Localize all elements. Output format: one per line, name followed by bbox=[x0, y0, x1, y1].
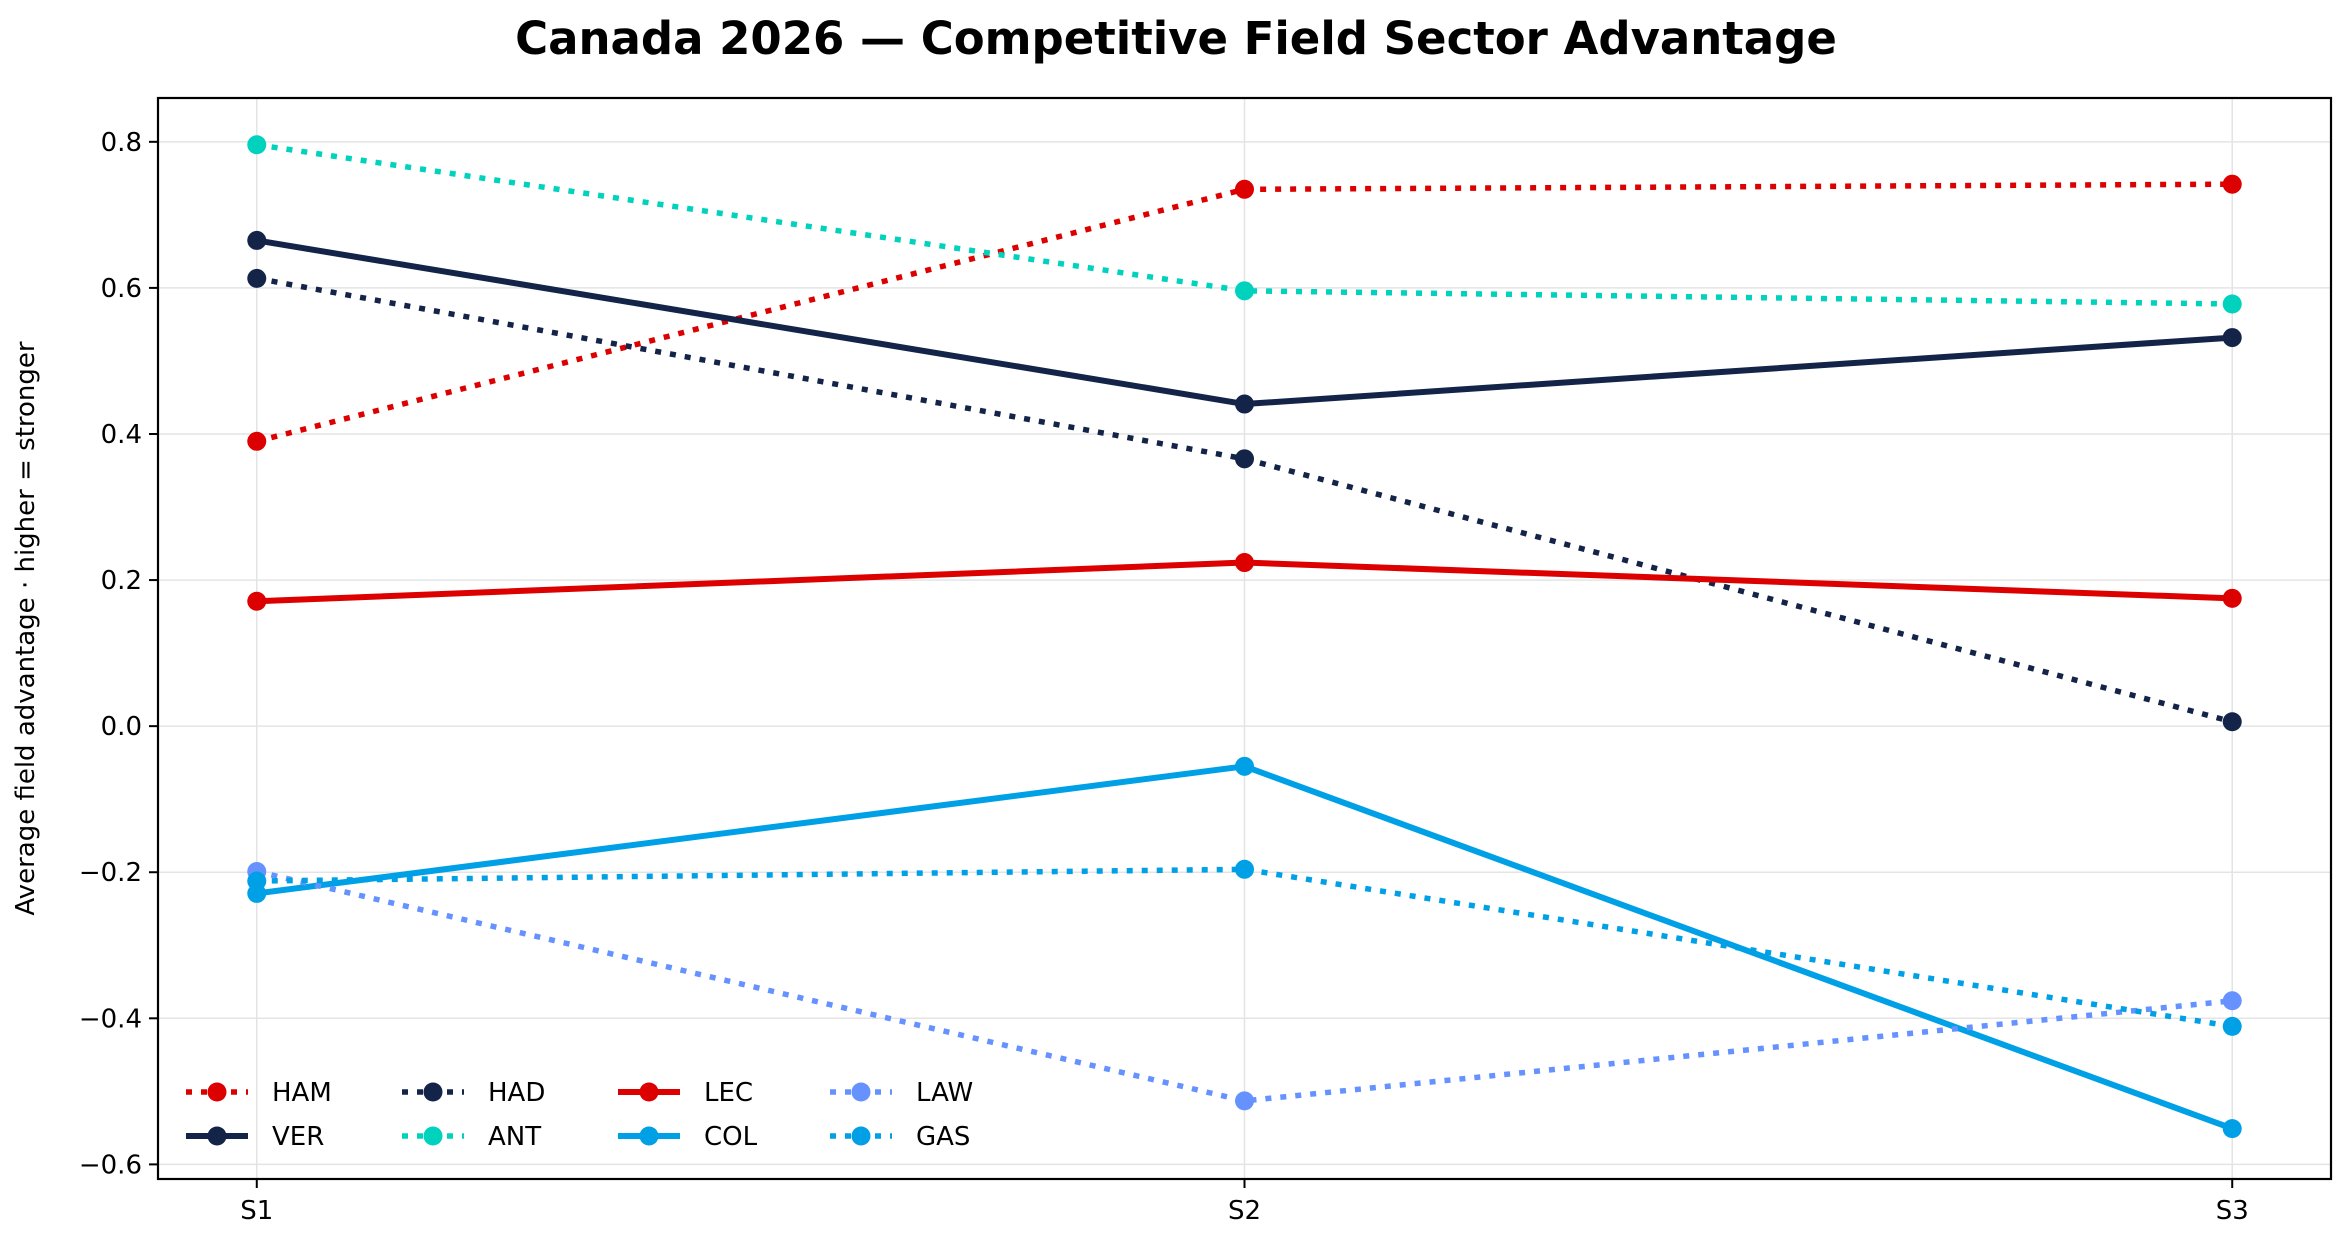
x-tick-label: S1 bbox=[240, 1196, 273, 1226]
data-point bbox=[2222, 588, 2242, 608]
y-tick-label: −0.2 bbox=[79, 858, 142, 888]
data-point bbox=[2222, 991, 2242, 1011]
legend-item-law: LAW bbox=[830, 1078, 973, 1108]
legend-label: LAW bbox=[916, 1078, 973, 1108]
data-point bbox=[1235, 756, 1254, 776]
legend-label: HAM bbox=[272, 1078, 332, 1108]
axis-ticks: −0.6 −0.4 −0.2 0.0 0.2 0.4 0.6 0.8 S1 S2 S3 bbox=[79, 128, 2249, 1226]
legend-label: GAS bbox=[916, 1122, 970, 1152]
y-tick-label: 0.6 bbox=[101, 274, 142, 304]
series-gas bbox=[247, 859, 2242, 1036]
data-point bbox=[1235, 859, 1254, 879]
legend-label: HAD bbox=[488, 1078, 545, 1108]
chart-title: Canada 2026 — Competitive Field Sector A… bbox=[515, 12, 1837, 65]
series-ant bbox=[247, 135, 2242, 314]
legend-marker bbox=[639, 1126, 659, 1146]
series-line bbox=[256, 142, 2233, 307]
data-point bbox=[2222, 174, 2242, 194]
data-point bbox=[2222, 712, 2242, 732]
data-point bbox=[1235, 179, 1254, 199]
y-axis-label: Average field advantage · higher = stron… bbox=[11, 341, 41, 915]
legend-marker bbox=[423, 1082, 443, 1102]
legend-item-gas: GAS bbox=[830, 1122, 970, 1152]
series-lec bbox=[247, 553, 2242, 611]
data-point bbox=[1235, 394, 1254, 414]
legend-item-ant: ANT bbox=[402, 1122, 541, 1152]
y-tick-label: 0.4 bbox=[101, 420, 142, 450]
data-point bbox=[1235, 449, 1254, 469]
data-point bbox=[247, 871, 267, 891]
series-had bbox=[247, 268, 2242, 732]
legend-item-ham: HAM bbox=[186, 1078, 332, 1108]
grid bbox=[158, 98, 2331, 1179]
y-tick-label: −0.4 bbox=[79, 1004, 142, 1034]
data-point bbox=[2222, 1016, 2242, 1036]
data-point bbox=[2222, 328, 2242, 348]
legend-marker bbox=[851, 1082, 871, 1102]
legend-marker bbox=[207, 1082, 227, 1102]
legend-label: LEC bbox=[704, 1078, 753, 1108]
data-point bbox=[247, 431, 267, 451]
x-tick-label: S3 bbox=[2216, 1196, 2249, 1226]
series-ham bbox=[247, 174, 2242, 451]
series-line bbox=[256, 275, 2233, 725]
x-tick-label: S2 bbox=[1228, 1196, 1261, 1226]
series-ver bbox=[247, 230, 2242, 414]
y-tick-label: 0.0 bbox=[101, 712, 142, 742]
data-point bbox=[1235, 1091, 1254, 1111]
legend: HAM VER HAD ANT LEC COL LAW GAS bbox=[186, 1078, 973, 1152]
data-point bbox=[247, 135, 267, 155]
legend-label: ANT bbox=[488, 1122, 541, 1152]
legend-marker bbox=[423, 1126, 443, 1146]
data-point bbox=[247, 591, 267, 611]
data-point bbox=[2222, 294, 2242, 314]
legend-label: COL bbox=[704, 1122, 758, 1152]
data-point bbox=[1235, 281, 1254, 301]
legend-marker bbox=[851, 1126, 871, 1146]
legend-item-col: COL bbox=[618, 1122, 758, 1152]
series-line bbox=[256, 866, 2233, 1030]
series-layer bbox=[247, 135, 2242, 1139]
legend-marker bbox=[639, 1082, 659, 1102]
legend-item-had: HAD bbox=[402, 1078, 545, 1108]
data-point bbox=[1235, 553, 1254, 573]
y-tick-label: 0.2 bbox=[101, 566, 142, 596]
legend-label: VER bbox=[272, 1122, 324, 1152]
data-point bbox=[2222, 1119, 2242, 1139]
data-point bbox=[247, 230, 267, 250]
legend-item-ver: VER bbox=[186, 1122, 324, 1152]
legend-marker bbox=[207, 1126, 227, 1146]
y-tick-label: −0.6 bbox=[79, 1150, 142, 1180]
y-tick-label: 0.8 bbox=[101, 128, 142, 158]
data-point bbox=[247, 268, 267, 288]
legend-item-lec: LEC bbox=[618, 1078, 753, 1108]
